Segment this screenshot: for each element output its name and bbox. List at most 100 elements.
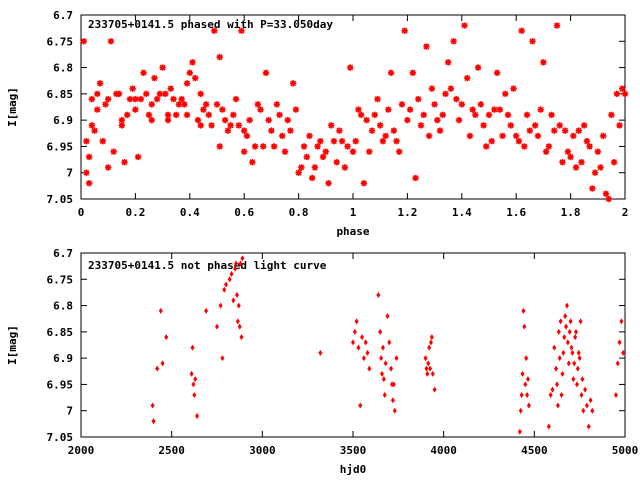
phased-data-point bbox=[216, 53, 223, 61]
phased-y-tick-label: 6.8 bbox=[53, 62, 73, 75]
unphased-y-axis-label: I[mag] bbox=[6, 325, 19, 365]
phased-data-point bbox=[279, 132, 286, 140]
phased-data-point bbox=[328, 122, 335, 129]
phased-data-point bbox=[352, 137, 359, 145]
unphased-data-point bbox=[229, 271, 234, 278]
phased-data-point bbox=[148, 101, 155, 108]
unphased-data-point bbox=[390, 397, 395, 404]
unphased-data-point bbox=[233, 265, 238, 272]
unphased-data-point bbox=[227, 276, 232, 283]
unphased-data-point bbox=[566, 360, 571, 367]
unphased-data-point bbox=[158, 307, 163, 314]
unphased-y-tick-label: 7.05 bbox=[47, 431, 74, 444]
phased-x-tick-label: 2 bbox=[622, 206, 629, 219]
phased-data-point bbox=[477, 101, 485, 108]
phased-data-point bbox=[474, 64, 482, 71]
unphased-data-point bbox=[519, 391, 524, 398]
phased-data-point bbox=[194, 116, 202, 124]
unphased-y-tick-label: 6.95 bbox=[47, 378, 74, 391]
phased-data-point bbox=[621, 90, 629, 98]
unphased-data-point bbox=[358, 402, 363, 409]
unphased-data-point bbox=[576, 349, 581, 356]
phased-data-point bbox=[542, 148, 550, 155]
phased-data-point bbox=[107, 38, 115, 45]
unphased-data-point bbox=[619, 318, 624, 325]
phased-data-point bbox=[311, 164, 319, 171]
phased-data-point bbox=[485, 111, 493, 119]
phased-data-point bbox=[178, 95, 185, 103]
phased-data-point bbox=[132, 95, 139, 103]
phased-data-point bbox=[91, 127, 98, 134]
phased-data-point bbox=[287, 127, 294, 134]
phased-data-point bbox=[594, 148, 601, 155]
phased-data-point bbox=[319, 153, 327, 161]
unphased-data-point bbox=[425, 370, 430, 377]
phased-data-point bbox=[289, 80, 297, 87]
phased-data-point bbox=[499, 132, 506, 140]
phased-x-tick-label: 0.4 bbox=[180, 206, 200, 219]
unphased-data-point bbox=[382, 391, 387, 398]
unphased-data-point bbox=[429, 334, 434, 341]
phased-data-point bbox=[183, 111, 191, 119]
unphased-data-point bbox=[580, 376, 585, 383]
unphased-data-point bbox=[617, 339, 622, 346]
phased-x-tick-label: 0.2 bbox=[125, 206, 145, 219]
phased-data-point bbox=[80, 38, 87, 45]
phased-y-axis-label: I[mag] bbox=[6, 87, 19, 127]
unphased-data-point bbox=[155, 365, 160, 372]
phased-data-point bbox=[553, 22, 561, 29]
unphased-data-point bbox=[367, 365, 372, 372]
phased-data-point bbox=[284, 116, 291, 124]
phased-data-point bbox=[99, 137, 106, 145]
phased-data-point bbox=[502, 90, 509, 98]
unphased-data-point bbox=[380, 370, 385, 377]
phased-x-tick-label: 0.8 bbox=[289, 206, 309, 219]
unphased-y-tick-label: 6.7 bbox=[53, 247, 73, 260]
phased-data-point bbox=[567, 153, 574, 161]
unphased-data-point bbox=[239, 334, 244, 341]
phased-data-point bbox=[156, 90, 164, 98]
unphased-data-point bbox=[389, 365, 394, 372]
phased-data-point bbox=[434, 116, 441, 124]
phased-data-point bbox=[183, 80, 191, 87]
unphased-y-tick-label: 6.8 bbox=[53, 300, 73, 313]
unphased-data-point bbox=[584, 402, 589, 409]
phased-data-point bbox=[105, 164, 112, 171]
phased-data-point bbox=[241, 148, 248, 155]
unphased-data-point bbox=[430, 370, 435, 377]
phased-y-tick-label: 6.7 bbox=[53, 9, 73, 22]
phased-data-point bbox=[453, 95, 460, 103]
phased-data-point bbox=[83, 169, 90, 176]
unphased-data-point bbox=[391, 381, 396, 388]
unphased-data-point bbox=[571, 376, 576, 383]
phased-x-tick-label: 1.2 bbox=[397, 206, 417, 219]
phased-data-point bbox=[608, 111, 615, 119]
phased-data-point bbox=[102, 101, 109, 108]
unphased-data-point bbox=[578, 318, 583, 325]
phased-data-point bbox=[159, 64, 166, 71]
unphased-data-point bbox=[318, 349, 323, 356]
phased-data-point bbox=[570, 132, 577, 140]
unphased-data-point bbox=[378, 328, 383, 335]
unphased-data-point bbox=[565, 339, 570, 346]
phased-data-point bbox=[586, 143, 593, 150]
phased-data-point bbox=[85, 180, 93, 187]
phased-data-point bbox=[597, 164, 604, 171]
phased-y-tick-label: 7.05 bbox=[47, 193, 74, 206]
unphased-data-point bbox=[428, 339, 433, 346]
unphased-x-axis-label: hjd0 bbox=[340, 463, 367, 476]
phased-data-point bbox=[292, 106, 300, 113]
phased-data-point bbox=[303, 153, 310, 161]
unphased-data-point bbox=[577, 355, 582, 362]
unphased-x-tick-label: 4000 bbox=[430, 444, 457, 457]
phased-data-point bbox=[412, 174, 419, 182]
unphased-data-point bbox=[381, 376, 386, 383]
unphased-data-point bbox=[224, 281, 229, 288]
phased-data-point bbox=[363, 116, 370, 124]
phased-x-axis-label: phase bbox=[336, 225, 369, 238]
phased-data-point bbox=[336, 127, 343, 134]
phased-data-point bbox=[409, 69, 417, 77]
phased-data-point bbox=[88, 122, 96, 129]
phased-data-point bbox=[578, 159, 585, 166]
phased-data-point bbox=[406, 106, 414, 113]
